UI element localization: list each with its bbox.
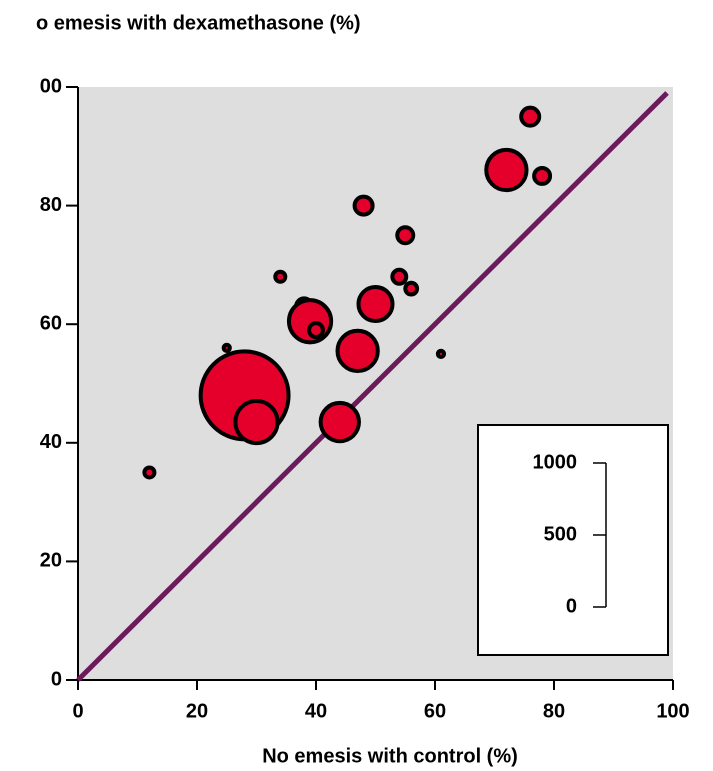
y-tick-label: 80 (40, 194, 62, 216)
bubble (307, 321, 325, 340)
y-tick-label: 0 (51, 668, 62, 690)
y-tick-label: 40 (40, 431, 62, 453)
bubble (390, 267, 409, 286)
bubble (335, 328, 380, 374)
size-legend-label: 1000 (533, 451, 578, 473)
bubble (352, 194, 375, 217)
bubble (484, 147, 529, 193)
y-tick-label: 00 (40, 75, 62, 97)
bubble (532, 165, 553, 186)
y-tick-label: 60 (40, 312, 62, 334)
size-legend-box (477, 424, 669, 656)
size-legend-label: 0 (566, 595, 577, 617)
x-tick-label: 60 (424, 700, 446, 722)
x-tick-label: 100 (656, 700, 689, 722)
bubble (403, 280, 420, 297)
bubble (318, 400, 361, 444)
size-legend-label: 500 (544, 523, 577, 545)
bubble (435, 348, 447, 359)
bubble (519, 105, 542, 128)
x-tick-label: 40 (305, 700, 327, 722)
bubble (273, 269, 288, 284)
y-tick-label: 20 (40, 550, 62, 572)
bubble (356, 285, 395, 324)
bubble (395, 225, 416, 246)
bubble (233, 398, 280, 446)
reference-line (76, 91, 669, 682)
bubble (142, 465, 157, 480)
x-tick-label: 20 (186, 700, 208, 722)
x-axis-label: No emesis with control (%) (262, 745, 518, 767)
x-tick-label: 0 (72, 700, 83, 722)
x-tick-label: 80 (543, 700, 565, 722)
bubble (221, 342, 232, 354)
chart-title: o emesis with dexamethasone (%) (36, 12, 361, 34)
